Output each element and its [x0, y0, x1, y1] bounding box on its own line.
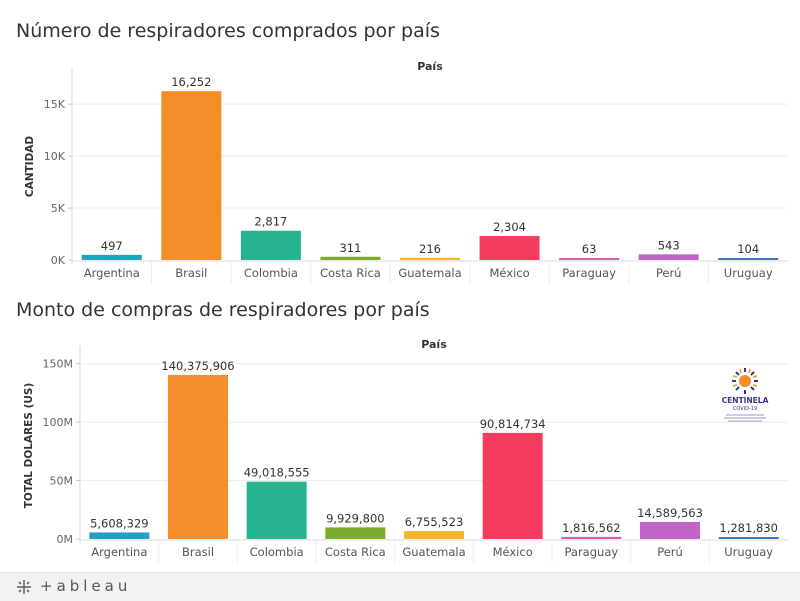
chart2-x-tick-label: México	[493, 545, 533, 559]
chart2-y-tick-label: 100M	[43, 416, 74, 429]
centinela-logo: CENTINELA COVID-19	[718, 366, 772, 424]
chart2-bar-argentina	[89, 532, 150, 539]
chart1-title: Número de respiradores comprados por paí…	[16, 20, 440, 42]
chart1-y-tick-label: 0K	[51, 254, 66, 267]
logo-fineprint-lines	[724, 414, 766, 422]
chart1-bar-argentina	[81, 254, 142, 260]
chart2-bar-perú	[640, 521, 700, 539]
chart1-data-label: 216	[419, 242, 441, 256]
chart1-x-tick-label: Uruguay	[724, 266, 773, 280]
chart2-bar-méxico	[482, 432, 543, 539]
chart2-x-tick-label: Paraguay	[564, 545, 618, 559]
chart2-bar-costa-rica	[325, 527, 386, 539]
chart2-header: País	[421, 338, 447, 351]
chart2-x-tick-label: Argentina	[91, 545, 147, 559]
chart2-bar-paraguay	[561, 536, 622, 539]
chart2-bar-guatemala	[404, 531, 464, 539]
chart2-data-label: 6,755,523	[405, 515, 464, 529]
chart2-bar-colombia	[246, 481, 307, 539]
chart2-respiradores-monto: País TOTAL DOLARES (US) 0M 50M 100M 150M 5,608…	[23, 338, 788, 563]
chart1-data-label: 311	[339, 241, 361, 255]
chart1-data-label: 543	[658, 238, 680, 252]
chart2-data-label: 140,375,906	[161, 359, 234, 373]
chart2-x-tick-label: Guatemala	[402, 545, 465, 559]
chart1-x-tick-label: Guatemala	[398, 266, 461, 280]
chart2-bar-uruguay	[718, 537, 779, 539]
sun-icon	[732, 368, 758, 394]
chart1-header: País	[417, 60, 443, 73]
chart1-bar-costa-rica	[320, 256, 381, 260]
tableau-brand-text[interactable]: +ableau	[40, 577, 132, 595]
chart2-y-tick-label: 0M	[57, 533, 74, 546]
chart1-y-tick-label: 15K	[44, 98, 66, 111]
chart1-x-tick-label: Brasil	[175, 266, 207, 280]
chart2-x-tick-label: Perú	[657, 545, 683, 559]
chart1-x-tick-label: Colombia	[244, 266, 298, 280]
tableau-logo-icon[interactable]	[16, 579, 32, 595]
chart2-y-axis-label: TOTAL DOLARES (US)	[23, 383, 35, 509]
chart1-data-label: 497	[101, 239, 123, 253]
chart2-data-label: 1,816,562	[562, 521, 621, 535]
logo-name: CENTINELA	[721, 396, 769, 405]
chart2-title: Monto de compras de respiradores por paí…	[16, 299, 430, 321]
chart1-bar-brasil	[161, 91, 222, 260]
chart1-x-tick-label: Paraguay	[562, 266, 616, 280]
chart1-bar-paraguay	[559, 258, 620, 260]
chart2-data-label: 1,281,830	[719, 521, 778, 535]
chart1-data-label: 2,304	[493, 220, 526, 234]
chart2-bar-brasil	[168, 374, 228, 539]
chart2-data-label: 90,814,734	[480, 417, 546, 431]
chart1-x-tick-label: Perú	[656, 266, 682, 280]
chart1-bar-guatemala	[400, 257, 460, 260]
chart1-y-tick-label: 5K	[51, 202, 66, 215]
chart1-bar-méxico	[479, 236, 540, 260]
chart2-x-tick-label: Uruguay	[724, 545, 773, 559]
chart1-data-label: 2,817	[254, 215, 287, 229]
chart2-x-tick-label: Colombia	[250, 545, 304, 559]
chart2-y-tick-label: 150M	[43, 358, 74, 371]
chart1-bar-perú	[638, 254, 699, 260]
chart2-data-label: 9,929,800	[326, 511, 385, 525]
chart1-x-tick-label: Costa Rica	[320, 266, 381, 280]
chart1-data-label: 104	[737, 242, 759, 256]
chart1-bar-colombia	[240, 230, 301, 260]
chart1-y-axis-label: CANTIDAD	[24, 136, 36, 198]
logo-subtitle: COVID-19	[732, 406, 758, 412]
chart2-x-tick-label: Costa Rica	[325, 545, 386, 559]
chart2-data-label: 49,018,555	[244, 466, 310, 480]
chart2-data-label: 5,608,329	[90, 516, 149, 530]
chart1-x-tick-label: México	[489, 266, 529, 280]
chart1-data-label: 63	[582, 242, 597, 256]
chart1-x-tick-label: Argentina	[84, 266, 140, 280]
chart2-x-tick-label: Brasil	[182, 545, 214, 559]
tableau-footer: +ableau	[0, 572, 800, 601]
chart1-bar-uruguay	[718, 258, 779, 260]
chart1-data-label: 16,252	[171, 75, 211, 89]
chart2-y-tick-label: 50M	[50, 475, 74, 488]
chart1-y-tick-label: 10K	[44, 150, 66, 163]
chart2-data-label: 14,589,563	[637, 506, 703, 520]
chart1-respiradores-cantidad: País CANTIDAD 0K 5K 10K 15K 497 Argentina 16,252…	[24, 60, 788, 284]
